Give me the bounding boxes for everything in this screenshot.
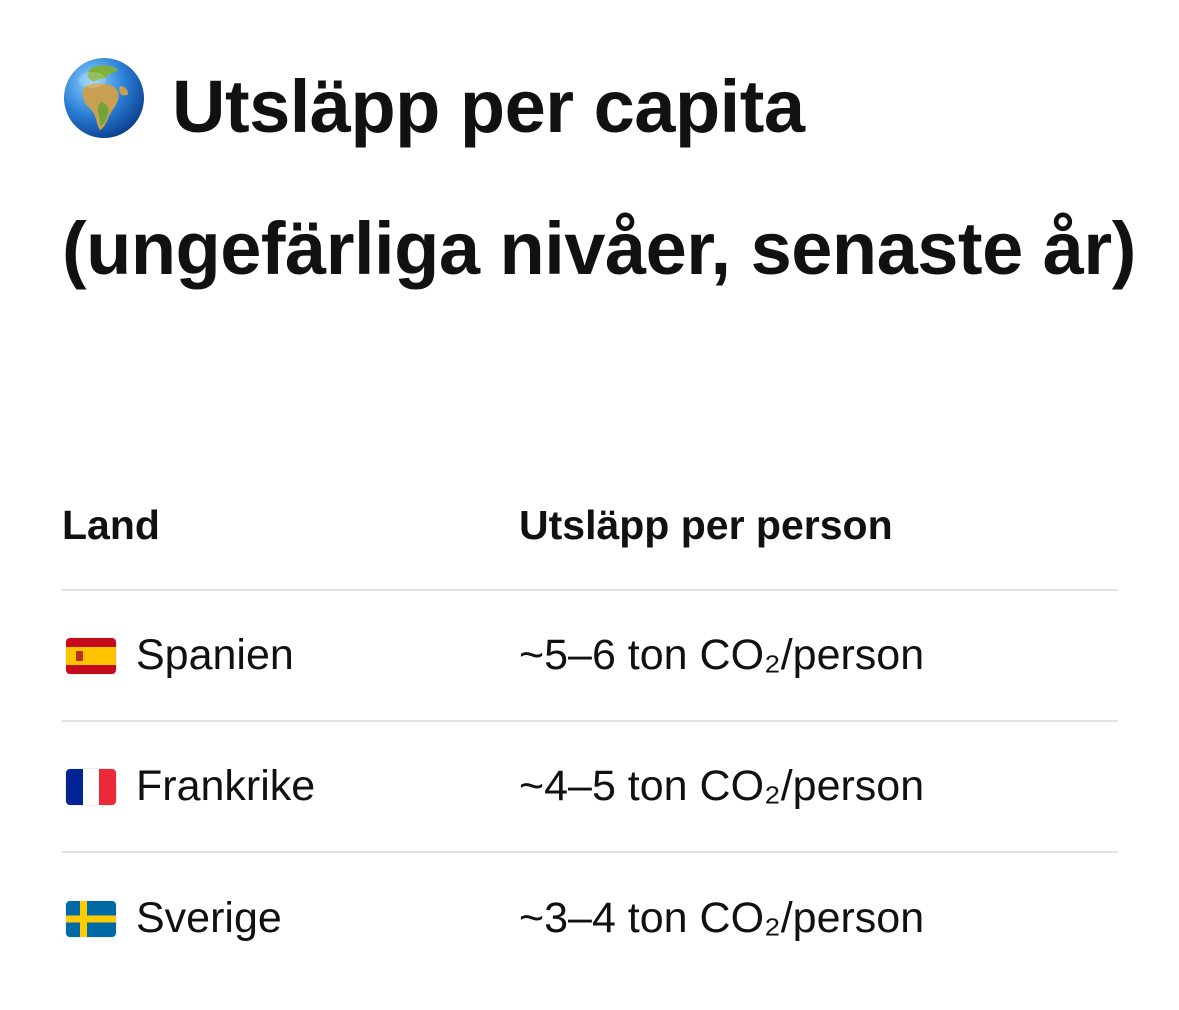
land-cell: Frankrike — [62, 722, 315, 851]
table-row: Sverige ~3–4 ton CO₂/person — [62, 853, 1118, 984]
table-row: Frankrike ~4–5 ton CO₂/person — [62, 722, 1118, 853]
column-header-land: Land — [62, 502, 160, 548]
globe-europe-africa-icon — [62, 48, 146, 182]
land-name: Sverige — [136, 894, 282, 942]
emissions-value: ~3–4 ton CO₂/person — [519, 894, 925, 942]
emissions-value: ~5–6 ton CO₂/person — [519, 631, 925, 679]
page-title: Utsläpp per capita (ungefärliga nivåer, … — [62, 40, 1142, 316]
land-name: Spanien — [136, 631, 294, 679]
land-name: Frankrike — [136, 762, 316, 810]
title-text: Utsläpp per capita (ungefärliga nivåer, … — [62, 65, 1136, 290]
emissions-value: ~4–5 ton CO₂/person — [519, 762, 925, 810]
france-flag-icon — [66, 768, 116, 805]
spain-flag-icon — [66, 637, 116, 674]
column-header-emissions: Utsläpp per person — [519, 502, 893, 548]
emissions-table: Land Utsläpp per person Spanien ~5–6 ton… — [62, 480, 1118, 984]
table-header-row: Land Utsläpp per person — [62, 480, 1118, 591]
table-row: Spanien ~5–6 ton CO₂/person — [62, 591, 1118, 722]
land-cell: Sverige — [62, 853, 282, 984]
land-cell: Spanien — [62, 591, 294, 720]
sweden-flag-icon — [66, 900, 116, 937]
